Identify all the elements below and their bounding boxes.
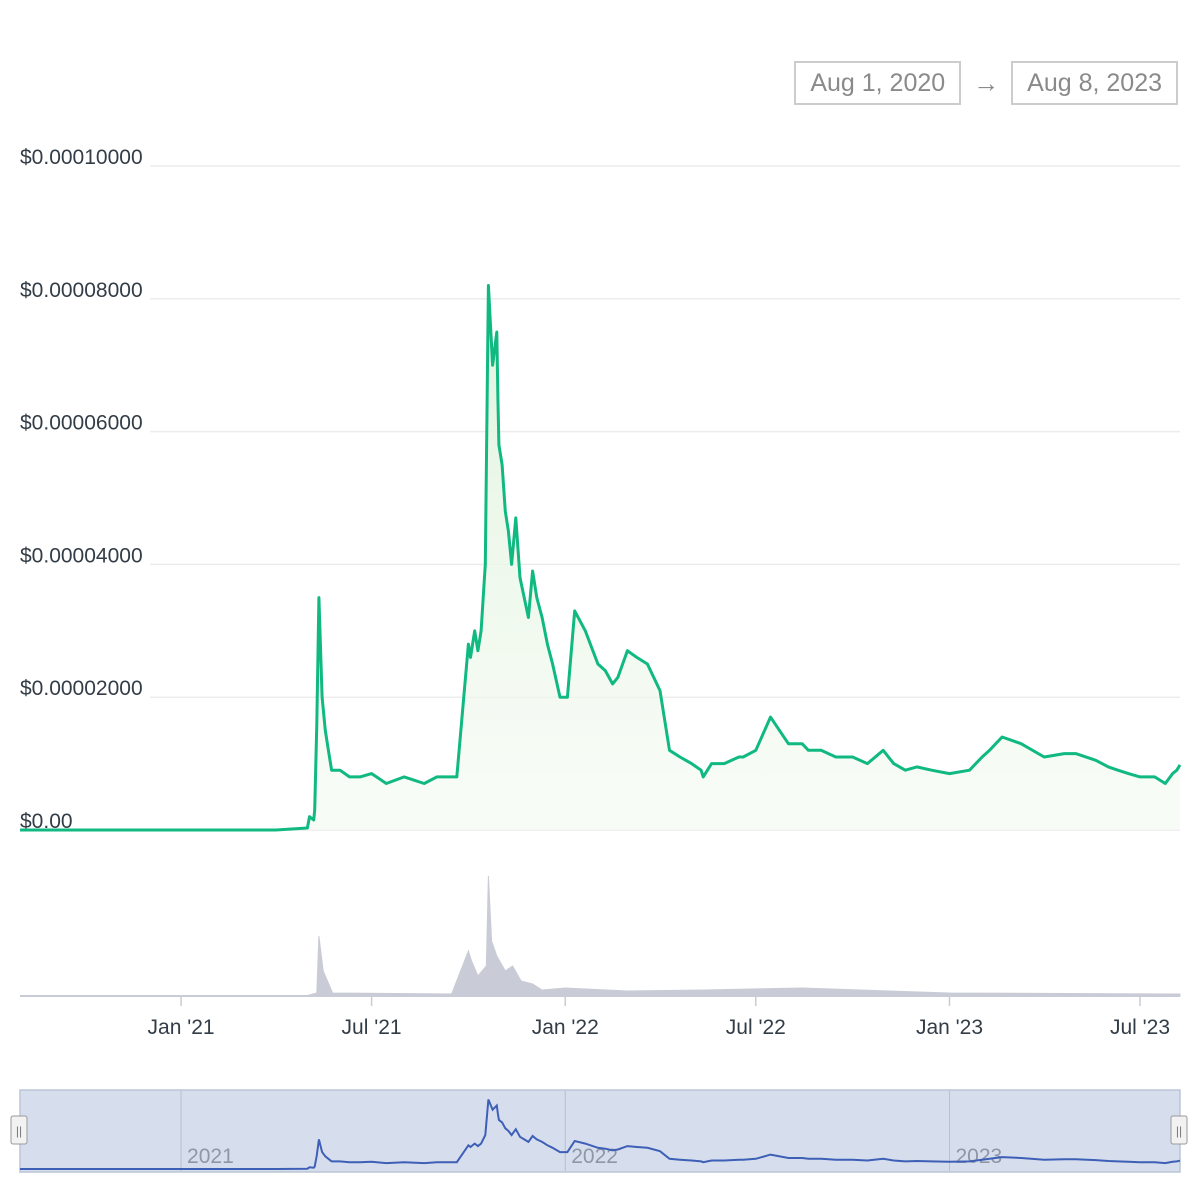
x-axis: Jan '21 Jul '21 Jan '22 Jul '22 Jan '23 Jul '… xyxy=(148,996,1170,1039)
price-area-fill xyxy=(20,285,1180,830)
y-tick-label: $0.00004000 xyxy=(20,544,143,567)
x-tick-label: Jul '21 xyxy=(342,1016,402,1039)
price-line xyxy=(20,284,1182,832)
range-end-input[interactable]: Aug 8, 2023 xyxy=(1011,61,1178,105)
x-tick-label: Jan '22 xyxy=(532,1016,599,1039)
x-tick-label: Jan '23 xyxy=(916,1016,983,1039)
x-tick-label: Jul '23 xyxy=(1110,1016,1170,1039)
y-tick-label: $0.00008000 xyxy=(20,279,143,302)
navigator-line xyxy=(20,1099,1181,1170)
navigator-year-label: 2022 xyxy=(571,1145,618,1168)
navigator-year-label: 2021 xyxy=(187,1145,234,1168)
right-handle-grip: || xyxy=(1176,1124,1182,1138)
navigator-year-label: 2023 xyxy=(955,1145,1002,1168)
y-tick-label: $0.00010000 xyxy=(20,146,143,169)
y-tick-label: $0.00 xyxy=(20,810,73,833)
left-handle-grip: || xyxy=(16,1124,22,1138)
x-tick-label: Jan '21 xyxy=(148,1016,215,1039)
range-navigator[interactable]: 2021 2022 2023 || || xyxy=(10,1089,1188,1173)
x-tick-label: Jul '22 xyxy=(726,1016,786,1039)
range-arrow: → xyxy=(973,67,1000,98)
volume-area xyxy=(19,875,1181,997)
date-range-selector: Aug 1, 2020 → Aug 8, 2023 xyxy=(794,61,1178,105)
range-start-input[interactable]: Aug 1, 2020 xyxy=(794,61,962,105)
y-tick-label: $0.00006000 xyxy=(20,412,143,435)
y-tick-label: $0.00002000 xyxy=(20,677,143,700)
navigator-right-handle[interactable]: || xyxy=(1170,1115,1188,1145)
y-axis-labels: $0.00 $0.00002000 $0.00004000 $0.00006000 $0… xyxy=(20,146,143,833)
navigator-gridlines xyxy=(180,1091,950,1171)
volume-bars xyxy=(19,875,1181,997)
navigator-left-handle[interactable]: || xyxy=(10,1115,28,1145)
